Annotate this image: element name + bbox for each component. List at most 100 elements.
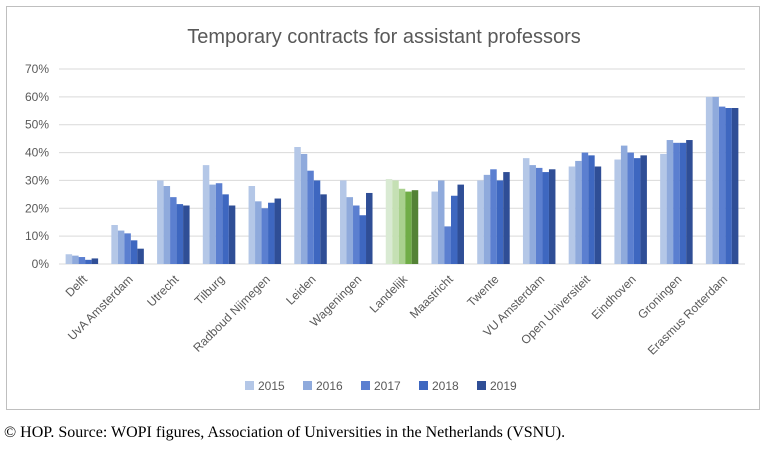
bar-2017 [581,152,589,264]
bar-2018 [313,180,321,264]
bar-2018 [268,202,275,264]
bar-2019 [594,166,602,264]
category-label: Landelijk [367,272,411,316]
bar-2017 [718,106,726,264]
bar-2015 [568,166,576,264]
bar-2015 [157,180,164,264]
bar-2015 [202,165,210,264]
legend-swatch [303,381,312,390]
bar-2017 [444,226,451,264]
bar-2019 [366,192,373,264]
y-tick-label: 10% [25,229,49,243]
bar-2019 [320,194,327,264]
category-label: Delft [63,272,91,300]
chart-title: Temporary contracts for assistant profes… [187,26,580,48]
bar-2019 [731,108,739,264]
bar-2018 [222,194,229,264]
bar-2019 [228,205,236,264]
bar-2016 [620,145,628,264]
bar-2016 [300,153,308,264]
category-label: Tilburg [192,272,228,308]
bar-2015 [385,179,393,264]
chart-frame: Temporary contracts for assistant profes… [6,6,760,410]
bar-2015 [65,254,73,264]
category-label: Utrecht [144,272,182,310]
bar-2015 [477,180,484,264]
y-tick-label: 70% [25,62,49,76]
bar-2017 [535,167,543,264]
bar-2017 [215,183,223,264]
bar-2019 [457,184,464,264]
bar-2019 [503,172,510,264]
bar-2018 [85,259,92,264]
y-tick-label: 40% [25,146,49,160]
bar-2019 [183,205,190,264]
category-label: Radboud Nijmegen [190,272,273,355]
bar-chart: Temporary contracts for assistant profes… [25,26,745,393]
bar-2015 [431,191,438,264]
bar-2015 [294,147,301,264]
bar-2015 [660,153,667,264]
legend-label: 2015 [258,379,285,393]
bar-2016 [712,96,719,264]
legend-swatch [419,381,428,390]
bar-2017 [124,233,131,264]
bar-2018 [725,108,732,264]
bar-2019 [411,190,419,264]
category-label: Leiden [283,272,318,307]
bar-2018 [450,195,458,264]
bar-2016 [346,197,354,264]
bar-2016 [575,160,582,264]
bar-2016 [666,140,674,264]
legend-label: 2018 [432,379,459,393]
bar-2018 [679,142,687,264]
bar-2017 [261,208,269,264]
bar-2015 [111,225,118,264]
category-label: Erasmus Rotterdam [645,272,730,357]
bar-2018 [588,155,595,264]
bar-2015 [340,180,347,264]
y-tick-label: 30% [25,173,49,187]
y-tick-label: 20% [25,201,49,215]
category-label: Eindhoven [589,272,639,322]
bar-2015 [614,159,621,264]
bar-2015 [522,158,530,264]
bar-2017 [673,142,680,264]
bar-2016 [437,180,445,264]
legend-swatch [477,381,486,390]
bar-2016 [163,186,171,264]
y-tick-label: 60% [25,90,49,104]
bar-2019 [137,248,144,264]
bar-2017 [170,197,177,264]
bar-2018 [496,180,504,264]
bar-2018 [633,158,641,264]
legend-label: 2017 [374,379,401,393]
category-label: Twente [464,272,501,309]
bar-2018 [359,215,367,264]
bar-2017 [353,205,360,264]
bar-2017 [398,188,406,264]
source-caption: © HOP. Source: WOPI figures, Association… [4,424,566,441]
category-label: Maastricht [407,272,457,322]
bar-2016 [255,201,262,264]
legend-label: 2016 [316,379,343,393]
bar-2019 [548,169,556,264]
bar-2019 [91,258,99,264]
y-tick-label: 0% [32,257,50,271]
bar-2019 [686,140,693,264]
bar-2016 [529,165,536,264]
bar-2016 [483,174,491,264]
legend-swatch [361,381,370,390]
bar-2019 [274,198,282,264]
bar-2019 [640,155,647,264]
bar-2018 [130,240,138,264]
bar-2017 [307,170,314,264]
y-tick-label: 50% [25,118,49,132]
bar-2016 [72,255,79,264]
bar-2016 [117,230,125,264]
bar-2016 [209,184,216,264]
bar-2018 [176,204,184,264]
bar-2017 [78,257,86,264]
legend-swatch [245,381,254,390]
bar-2016 [392,180,399,264]
